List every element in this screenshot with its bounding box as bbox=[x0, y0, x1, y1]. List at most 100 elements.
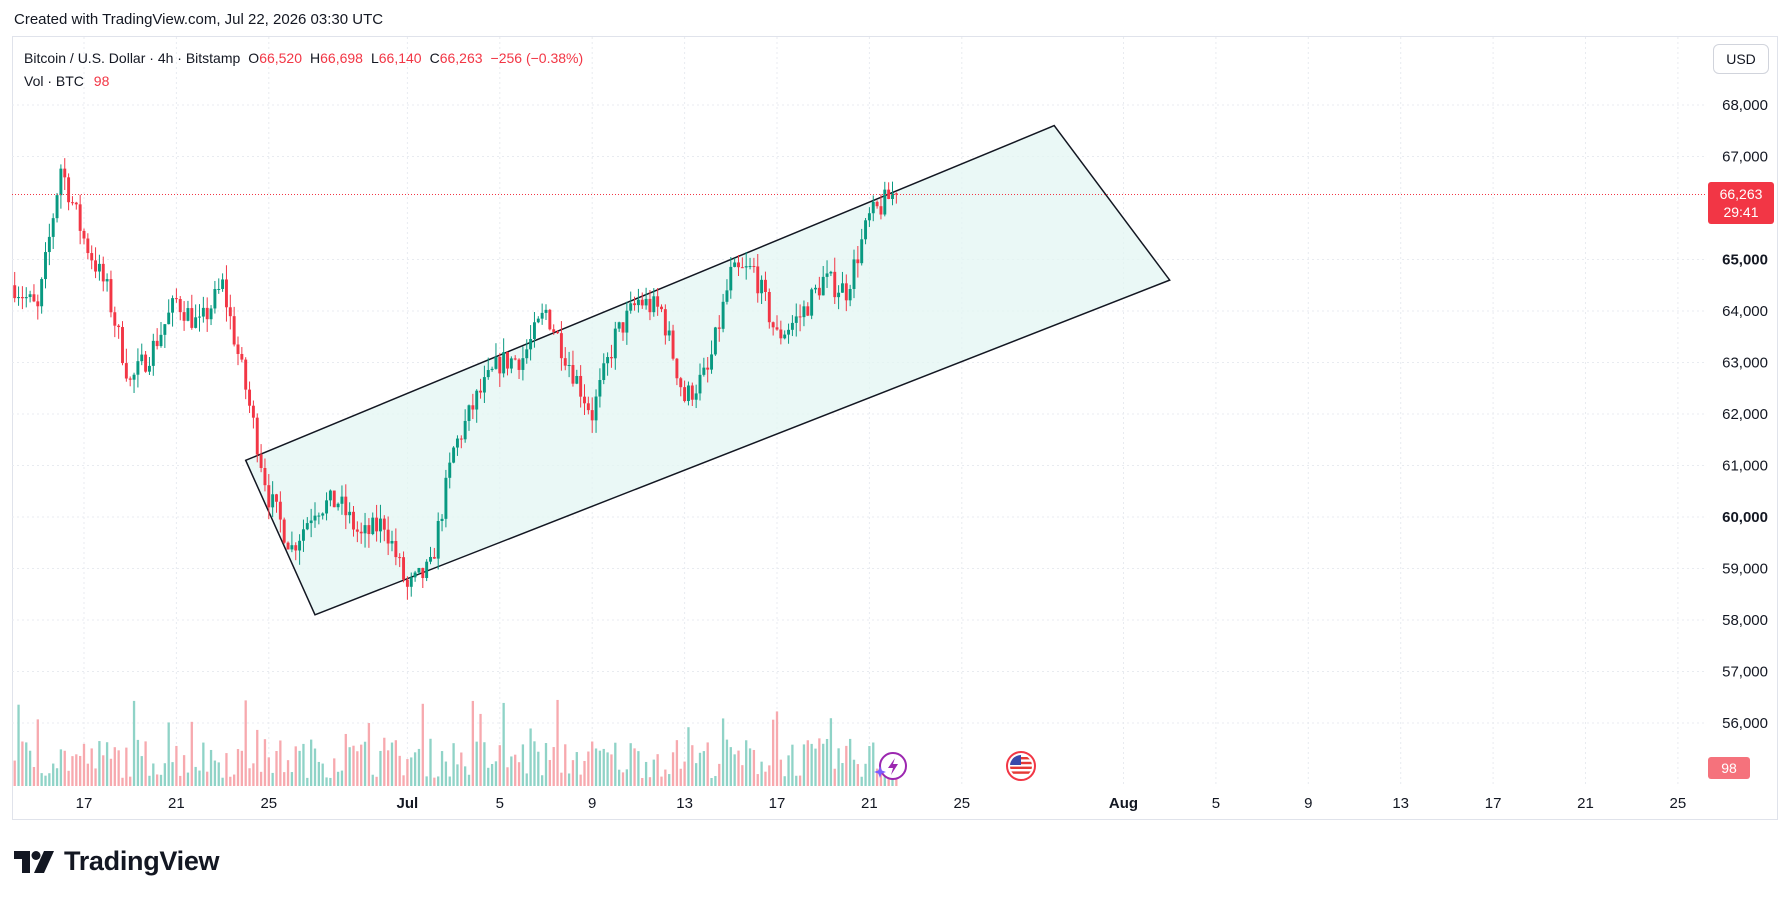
candle-body bbox=[667, 330, 671, 336]
candle-body bbox=[144, 354, 148, 372]
volume-bar bbox=[606, 752, 609, 786]
volume-bar bbox=[406, 759, 409, 786]
candle-body bbox=[463, 420, 467, 440]
volume-bar bbox=[271, 772, 274, 786]
volume-bar bbox=[152, 763, 155, 786]
volume-bar bbox=[290, 772, 294, 786]
time-axis[interactable]: 17 21 25 Jul 5 9 13 17 21 25 Aug 5 9 13 17 21 25 bbox=[76, 795, 1687, 812]
time-tick-label: 5 bbox=[496, 795, 504, 812]
price-axis[interactable]: 68,000 67,000 65,000 64,000 63,000 62,000 61,0… bbox=[1722, 97, 1768, 732]
candle-body bbox=[271, 494, 275, 508]
volume-bar bbox=[402, 775, 405, 786]
volume-bar bbox=[21, 741, 24, 786]
candle-body bbox=[744, 266, 748, 268]
volume-bar bbox=[275, 751, 278, 786]
price-tick-label: 64,000 bbox=[1722, 303, 1768, 320]
candle-body bbox=[167, 312, 171, 325]
candle-body bbox=[236, 344, 240, 354]
candle-body bbox=[471, 405, 475, 410]
volume-bar bbox=[544, 743, 548, 786]
candle-body bbox=[729, 266, 733, 291]
candle-body bbox=[883, 189, 887, 215]
volume-bar bbox=[679, 768, 682, 786]
candle-body bbox=[213, 289, 217, 309]
volume-bar bbox=[229, 776, 232, 786]
candle-body bbox=[563, 358, 567, 366]
candle-body bbox=[479, 390, 483, 393]
volume-bar bbox=[371, 774, 374, 786]
volume-bar bbox=[179, 775, 182, 786]
candle-body bbox=[794, 316, 798, 323]
price-tick-label: 56,000 bbox=[1722, 715, 1768, 732]
volume-bar bbox=[333, 758, 336, 786]
volume-bar bbox=[633, 748, 636, 786]
currency-button[interactable]: USD bbox=[1713, 44, 1769, 74]
volume-bar bbox=[637, 751, 640, 786]
candle-body bbox=[74, 202, 78, 205]
candle-body bbox=[671, 330, 675, 359]
volume-bar bbox=[55, 768, 59, 786]
volume-bar bbox=[437, 776, 440, 786]
volume-bar bbox=[614, 742, 617, 786]
volume-bar bbox=[17, 704, 20, 786]
time-tick-label: 17 bbox=[769, 795, 786, 812]
tradingview-logo[interactable]: TradingView bbox=[14, 846, 220, 877]
volume-bar bbox=[213, 760, 217, 786]
volume-bar bbox=[779, 759, 783, 786]
candle-body bbox=[278, 501, 282, 520]
volume-bar bbox=[121, 777, 124, 786]
candle-body bbox=[767, 291, 771, 323]
volume-bar bbox=[594, 748, 598, 786]
volume-bar bbox=[502, 702, 505, 786]
candle-body bbox=[171, 298, 175, 313]
volume-bar bbox=[286, 760, 290, 786]
volume-bar bbox=[487, 767, 490, 786]
candle-body bbox=[814, 287, 817, 290]
candle-body bbox=[475, 390, 479, 410]
candle-body bbox=[875, 201, 879, 207]
candle-body bbox=[78, 204, 82, 231]
candle-body bbox=[382, 518, 386, 530]
volume-bar bbox=[236, 749, 240, 786]
volume-bar bbox=[410, 757, 413, 786]
us-flag-economic-event-icon[interactable] bbox=[1006, 751, 1036, 781]
candle-body bbox=[760, 279, 764, 294]
candle-body bbox=[378, 518, 382, 532]
volume-bar bbox=[714, 776, 717, 786]
lightning-event-icon[interactable] bbox=[879, 752, 907, 780]
candle-body bbox=[140, 354, 144, 362]
volume-bar bbox=[498, 745, 501, 786]
volume-bar bbox=[510, 756, 513, 786]
candle-body bbox=[301, 529, 305, 541]
candle-body bbox=[151, 340, 155, 366]
volume-bar bbox=[36, 719, 39, 786]
price-tick-label: 59,000 bbox=[1722, 561, 1768, 578]
volume-bar bbox=[814, 748, 817, 786]
candle-body bbox=[575, 375, 579, 384]
volume-bar bbox=[283, 772, 286, 786]
candle-body bbox=[348, 511, 352, 516]
volume-bar bbox=[818, 738, 821, 786]
volume-bar bbox=[175, 745, 178, 786]
time-tick-label: 25 bbox=[953, 795, 970, 812]
volume-bar bbox=[194, 766, 197, 786]
volume-bar bbox=[845, 745, 848, 786]
candle-body bbox=[417, 567, 421, 573]
volume-bar bbox=[221, 777, 224, 786]
volume-bar bbox=[795, 775, 798, 786]
volume-label[interactable]: Vol · BTC bbox=[24, 73, 84, 89]
candle-body bbox=[548, 309, 552, 330]
volume-bar bbox=[129, 776, 132, 786]
candle-body bbox=[455, 438, 459, 448]
candle-body bbox=[429, 556, 432, 562]
candle-body bbox=[198, 316, 201, 318]
volume-bar bbox=[125, 747, 128, 786]
volume-bar bbox=[94, 768, 97, 786]
candle-body bbox=[90, 253, 94, 261]
symbol-description[interactable]: Bitcoin / U.S. Dollar · 4h · Bitstamp bbox=[24, 50, 241, 66]
volume-bar bbox=[232, 774, 236, 786]
volume-bars bbox=[13, 699, 898, 786]
time-tick-label: 17 bbox=[1485, 795, 1502, 812]
candle-body bbox=[752, 266, 756, 268]
